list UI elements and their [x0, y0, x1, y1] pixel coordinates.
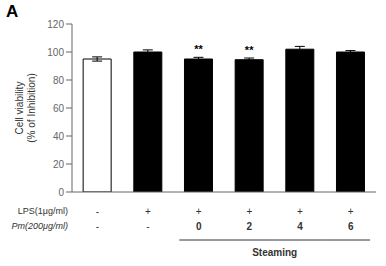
- svg-text:+: +: [348, 206, 354, 217]
- svg-text:Pm(200μg/ml): Pm(200μg/ml): [12, 221, 68, 231]
- html-text:A: A: [6, 2, 19, 21]
- svg-text:+: +: [297, 206, 303, 217]
- svg-text:Cell viability: Cell viability: [14, 82, 25, 135]
- svg-text:-: -: [96, 206, 99, 217]
- svg-text:4: 4: [297, 221, 303, 232]
- svg-text:**: **: [245, 44, 254, 56]
- svg-text:120: 120: [47, 19, 64, 30]
- svg-text:60: 60: [53, 103, 65, 114]
- svg-text:2: 2: [247, 221, 253, 232]
- svg-text:LPS(1μg/ml): LPS(1μg/ml): [18, 206, 68, 216]
- svg-text:-: -: [96, 221, 99, 232]
- svg-text:**: **: [194, 43, 203, 55]
- svg-text:40: 40: [53, 131, 65, 142]
- svg-text:-: -: [146, 221, 149, 232]
- svg-text:20: 20: [53, 159, 65, 170]
- svg-text:0: 0: [196, 221, 202, 232]
- svg-text:100: 100: [47, 47, 64, 58]
- svg-text:+: +: [145, 206, 151, 217]
- svg-text:+: +: [196, 206, 202, 217]
- svg-text:6: 6: [348, 221, 354, 232]
- svg-text:(% of Inhibition): (% of Inhibition): [26, 73, 37, 142]
- svg-text:80: 80: [53, 75, 65, 86]
- svg-text:0: 0: [58, 187, 64, 198]
- svg-text:+: +: [246, 206, 252, 217]
- svg-text:Steaming: Steaming: [252, 247, 297, 258]
